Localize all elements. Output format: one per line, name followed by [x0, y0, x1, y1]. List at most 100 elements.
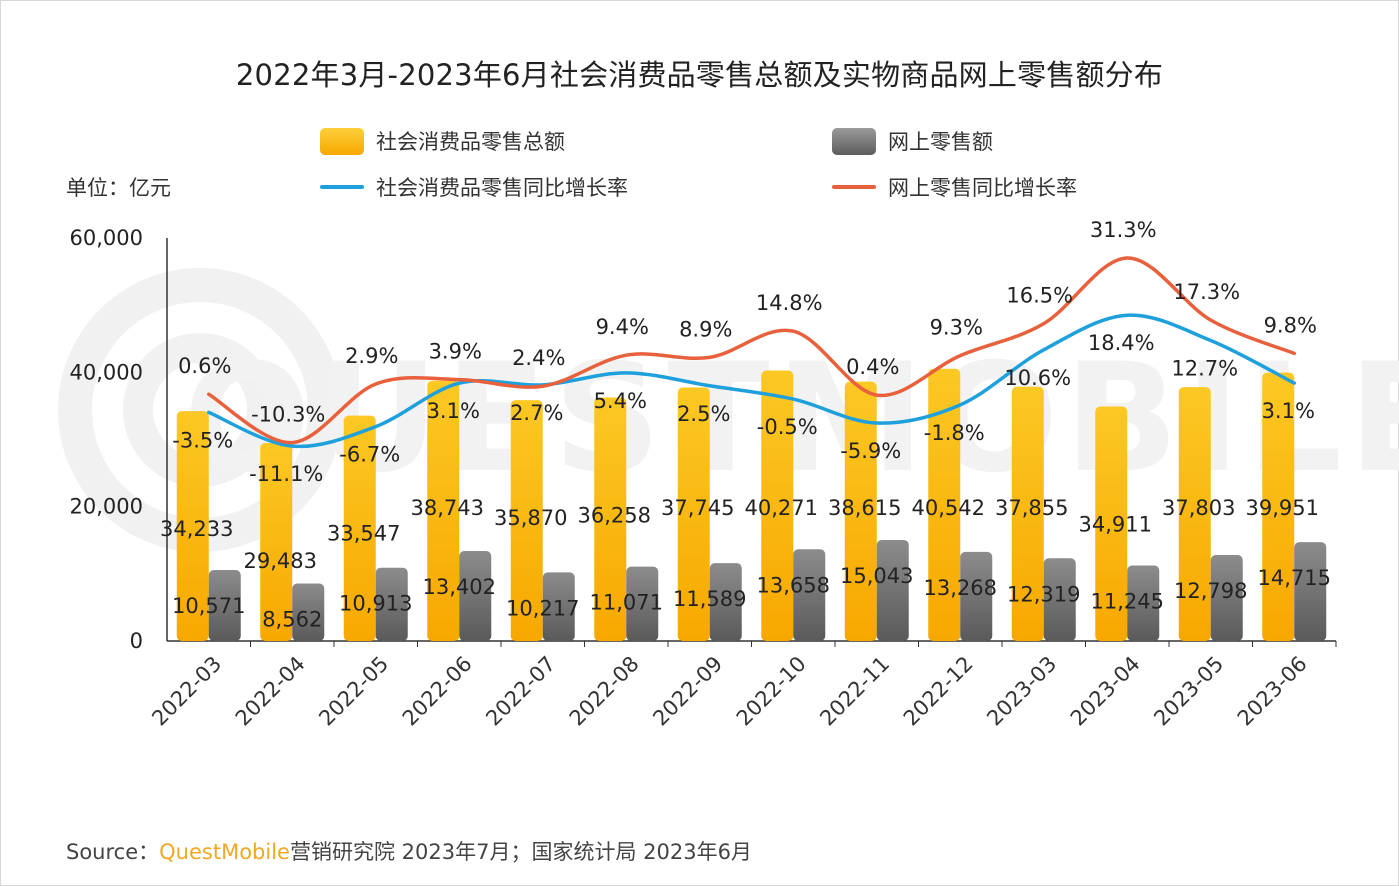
label-online-growth: 0.4% — [846, 355, 899, 379]
source-brand: QuestMobile — [159, 840, 290, 864]
label-online-growth: -10.3% — [251, 403, 325, 427]
label-online-growth: 9.3% — [930, 316, 983, 340]
bar-online-sales — [960, 551, 993, 641]
bar-total-sales — [1262, 372, 1295, 641]
legend-total-sales-swatch — [320, 127, 364, 155]
label-online-sales: 13,658 — [757, 573, 830, 597]
legend-online-sales-label: 网上零售额 — [888, 130, 993, 154]
label-online-sales: 15,043 — [840, 564, 913, 588]
x-tick-label: 2022-12 — [899, 652, 978, 731]
legend-total-sales-label: 社会消费品零售总额 — [376, 130, 565, 154]
bar-online-sales — [459, 550, 492, 641]
label-total-sales: 40,542 — [912, 496, 985, 520]
label-total-growth: -1.8% — [924, 421, 985, 445]
label-total-growth: 12.7% — [1171, 357, 1238, 381]
legend-total-growth: 社会消费品零售同比增长率 — [320, 172, 628, 202]
label-total-growth: 18.4% — [1088, 331, 1155, 355]
legend-total-sales: 社会消费品零售总额 — [320, 126, 565, 156]
bar-total-sales — [427, 380, 460, 641]
unit-label: 单位：亿元 — [66, 176, 171, 200]
label-total-growth: -0.5% — [757, 415, 818, 439]
x-tick-label: 2022-06 — [398, 652, 477, 731]
bar-total-sales — [1095, 406, 1128, 641]
bar-online-sales — [292, 583, 325, 641]
legend-online-sales-swatch — [832, 127, 876, 155]
label-online-sales: 11,071 — [590, 591, 663, 615]
legend-online-growth-label: 网上零售同比增长率 — [888, 176, 1077, 200]
bar-online-sales — [208, 569, 241, 641]
bar-total-sales — [176, 411, 209, 641]
label-online-growth: 14.8% — [756, 291, 823, 315]
label-online-growth: 2.4% — [512, 346, 565, 370]
label-total-growth: 10.6% — [1004, 366, 1071, 390]
x-tick-label: 2022-04 — [231, 652, 310, 731]
label-total-sales: 37,803 — [1162, 496, 1235, 520]
label-online-sales: 13,268 — [924, 576, 997, 600]
label-online-growth: 17.3% — [1173, 280, 1240, 304]
x-tick-label: 2023-06 — [1233, 652, 1312, 731]
label-online-sales: 12,319 — [1007, 582, 1080, 606]
label-total-sales: 38,615 — [828, 496, 901, 520]
y-tick-label: 0 — [130, 629, 143, 653]
label-total-sales: 37,855 — [995, 496, 1068, 520]
label-total-sales: 33,547 — [327, 522, 400, 546]
bar-online-sales — [793, 549, 826, 641]
label-total-growth: -3.5% — [172, 428, 233, 452]
label-total-sales: 39,951 — [1246, 496, 1319, 520]
label-total-growth: -6.7% — [339, 443, 400, 467]
label-total-sales: 34,233 — [160, 517, 233, 541]
label-online-growth: 9.8% — [1264, 313, 1317, 337]
growth-lines — [207, 256, 1296, 449]
legend-online-growth-swatch — [832, 185, 876, 189]
legend-online-sales: 网上零售额 — [832, 126, 993, 156]
label-online-sales: 13,402 — [423, 575, 496, 599]
bar-total-sales — [761, 370, 794, 641]
label-total-sales: 29,483 — [244, 549, 317, 573]
label-online-sales: 14,715 — [1258, 566, 1331, 590]
x-tick-label: 2022-05 — [314, 652, 393, 731]
x-tick-label: 2022-11 — [815, 652, 894, 731]
label-total-sales: 36,258 — [578, 503, 651, 527]
bar-online-sales — [876, 539, 909, 641]
bars — [176, 368, 1327, 641]
x-tick-label: 2022-08 — [565, 652, 644, 731]
bar-total-sales — [343, 415, 376, 641]
label-total-sales: 40,271 — [745, 496, 818, 520]
label-total-growth: 3.1% — [1262, 399, 1315, 423]
bar-online-sales — [1294, 542, 1327, 641]
label-online-growth: 16.5% — [1006, 284, 1073, 308]
bar-total-sales — [1178, 387, 1211, 641]
bar-total-sales — [844, 381, 877, 641]
label-total-sales: 34,911 — [1079, 513, 1152, 537]
label-online-growth: 9.4% — [596, 315, 649, 339]
x-tick-label: 2023-03 — [982, 652, 1061, 731]
bar-total-sales — [677, 387, 710, 641]
label-online-growth: 3.9% — [429, 340, 482, 364]
x-tick-label: 2022-07 — [481, 652, 560, 731]
label-online-sales: 8,562 — [262, 607, 322, 631]
label-total-growth: 2.7% — [510, 401, 563, 425]
label-online-growth: 0.6% — [178, 354, 231, 378]
x-tick-label: 2022-03 — [147, 652, 226, 731]
bar-total-sales — [928, 368, 961, 641]
bar-online-sales — [1127, 565, 1160, 641]
label-online-growth: 8.9% — [679, 317, 732, 341]
label-online-growth: 31.3% — [1090, 218, 1157, 242]
legend-total-growth-swatch — [320, 185, 364, 189]
bar-total-sales — [510, 400, 543, 641]
label-total-sales: 38,743 — [411, 496, 484, 520]
chart-title: 2022年3月-2023年6月社会消费品零售总额及实物商品网上零售额分布 — [235, 58, 1164, 92]
bar-total-sales — [260, 442, 293, 641]
label-total-sales: 35,870 — [494, 506, 567, 530]
line-total-growth — [207, 313, 1296, 449]
label-online-sales: 11,245 — [1091, 589, 1164, 613]
y-tick-label: 40,000 — [70, 360, 143, 384]
x-tick-label: 2023-04 — [1066, 652, 1145, 731]
bar-online-sales — [1210, 555, 1243, 641]
label-total-growth: 3.1% — [427, 399, 480, 423]
legend-total-growth-label: 社会消费品零售同比增长率 — [376, 176, 628, 200]
label-total-growth: -5.9% — [840, 439, 901, 463]
label-online-sales: 10,913 — [339, 592, 412, 616]
label-online-sales: 12,798 — [1174, 579, 1247, 603]
